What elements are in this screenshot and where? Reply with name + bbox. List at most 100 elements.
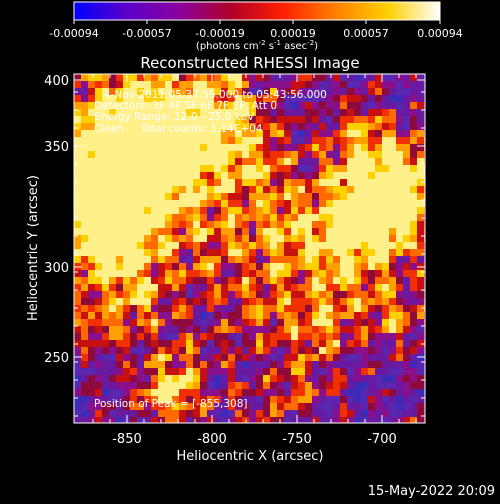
heatmap-cell — [410, 389, 418, 397]
heatmap-cell — [186, 74, 194, 82]
heatmap-cell — [305, 284, 313, 292]
heatmap-cell — [151, 172, 159, 180]
heatmap-cell — [410, 263, 418, 271]
heatmap-cell — [368, 417, 376, 423]
heatmap-cell — [256, 417, 264, 423]
heatmap-cell — [249, 123, 257, 131]
heatmap-cell — [172, 340, 180, 348]
heatmap-cell — [305, 235, 313, 243]
heatmap-cell — [158, 144, 166, 152]
heatmap-cell — [417, 123, 425, 131]
heatmap-cell — [256, 298, 264, 306]
heatmap-cell — [179, 123, 187, 131]
heatmap-cell — [165, 144, 173, 152]
colorbar-strip — [73, 1, 441, 21]
heatmap-cell — [368, 172, 376, 180]
heatmap-cell — [382, 347, 390, 355]
heatmap-cell — [88, 123, 96, 131]
heatmap-cell — [270, 410, 278, 418]
heatmap-cell — [340, 116, 348, 124]
heatmap-cell — [417, 193, 425, 201]
heatmap-cell — [228, 144, 236, 152]
heatmap-cell — [221, 193, 229, 201]
heatmap-cell — [291, 116, 299, 124]
heatmap-cell — [74, 382, 82, 390]
heatmap-cell — [186, 235, 194, 243]
heatmap-cell — [263, 340, 271, 348]
heatmap-cell — [228, 123, 236, 131]
heatmap-cell — [179, 102, 187, 110]
heatmap-cell — [74, 158, 82, 166]
heatmap-cell — [396, 284, 404, 292]
heatmap-cell — [382, 214, 390, 222]
heatmap-cell — [221, 305, 229, 313]
heatmap-cell — [235, 403, 243, 411]
heatmap-cell — [109, 179, 117, 187]
heatmap-cell — [249, 361, 257, 369]
heatmap-cell — [193, 354, 201, 362]
heatmap-cell — [396, 382, 404, 390]
heatmap-cell — [368, 326, 376, 334]
heatmap-cell — [137, 277, 145, 285]
heatmap-cell — [298, 74, 306, 82]
heatmap-cell — [144, 340, 152, 348]
heatmap-cell — [291, 151, 299, 159]
heatmap-cell — [333, 186, 341, 194]
heatmap-cell — [144, 88, 152, 96]
heatmap-cell — [158, 389, 166, 397]
heatmap-cell — [333, 109, 341, 117]
heatmap-cell — [312, 123, 320, 131]
heatmap-cell — [256, 361, 264, 369]
heatmap-cell — [221, 354, 229, 362]
heatmap-cell — [249, 375, 257, 383]
heatmap-cell — [235, 298, 243, 306]
heatmap-cell — [417, 137, 425, 145]
heatmap-cell — [179, 74, 187, 82]
heatmap-cell — [81, 319, 89, 327]
heatmap-cell — [200, 74, 208, 82]
heatmap-cell — [284, 410, 292, 418]
heatmap-cell — [410, 249, 418, 257]
heatmap-cell — [88, 242, 96, 250]
heatmap-cell — [256, 396, 264, 404]
heatmap-cell — [368, 340, 376, 348]
heatmap-cell — [235, 319, 243, 327]
heatmap-cell — [368, 263, 376, 271]
heatmap-cell — [347, 270, 355, 278]
heatmap-cell — [228, 221, 236, 229]
heatmap-cell — [396, 200, 404, 208]
heatmap-cell — [291, 312, 299, 320]
heatmap-cell — [186, 340, 194, 348]
heatmap-cell — [207, 326, 215, 334]
heatmap-cell — [361, 179, 369, 187]
heatmap-cell — [193, 326, 201, 334]
heatmap-cell — [410, 109, 418, 117]
heatmap-cell — [389, 172, 397, 180]
heatmap-cell — [403, 368, 411, 376]
heatmap-cell — [116, 179, 124, 187]
heatmap-cell — [200, 277, 208, 285]
heatmap-cell — [123, 165, 131, 173]
heatmap-cell — [95, 144, 103, 152]
heatmap-cell — [277, 305, 285, 313]
heatmap-cell — [417, 221, 425, 229]
heatmap-cell — [396, 312, 404, 320]
heatmap-cell — [361, 312, 369, 320]
heatmap-cell — [179, 116, 187, 124]
heatmap-cell — [312, 277, 320, 285]
heatmap-cell — [298, 193, 306, 201]
heatmap-cell — [291, 137, 299, 145]
heatmap-cell — [95, 312, 103, 320]
heatmap-cell — [340, 249, 348, 257]
heatmap-cell — [165, 95, 173, 103]
heatmap-cell — [319, 137, 327, 145]
heatmap-cell — [193, 410, 201, 418]
heatmap-cell — [158, 228, 166, 236]
heatmap-cell — [263, 417, 271, 423]
heatmap-cell — [333, 88, 341, 96]
heatmap-cell — [123, 291, 131, 299]
heatmap-cell — [95, 361, 103, 369]
heatmap-cell — [284, 81, 292, 89]
heatmap-cell — [291, 403, 299, 411]
